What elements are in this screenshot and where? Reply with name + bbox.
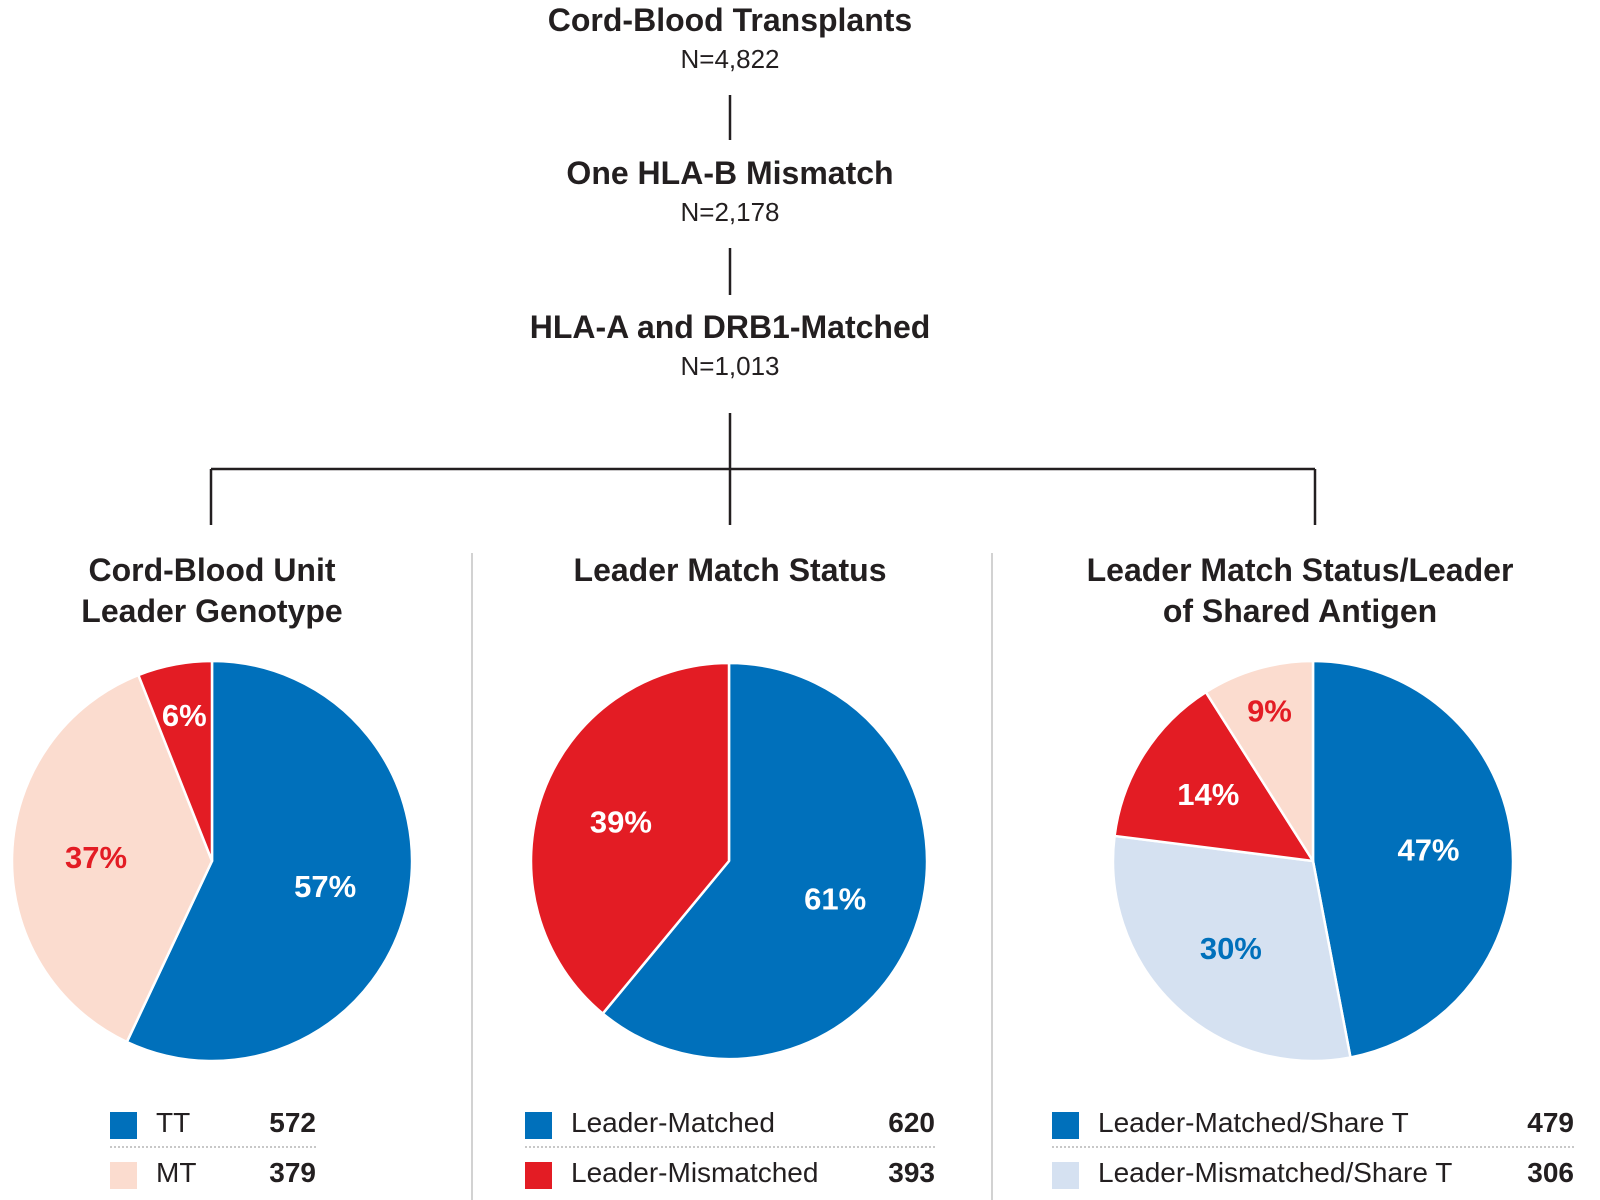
pie-slice [10, 673, 214, 1044]
legend-label: Leader-Mismatched [571, 1157, 819, 1188]
legend-label: TT [156, 1107, 191, 1138]
legend-swatch [1052, 1162, 1079, 1189]
legend-count: 306 [1527, 1157, 1574, 1188]
pie-slice [137, 659, 214, 863]
flow-title-hla-a-drb1-matched: HLA-A and DRB1-Matched [529, 309, 931, 345]
pie-charts: 57% 37% 6% 61% 39% 47% 30% 14% 9% [10, 659, 1515, 1063]
legend-swatch [110, 1162, 137, 1189]
legend-row: Leader-Matched 620 [525, 1102, 935, 1148]
pie-slice [529, 661, 731, 1015]
pie-slice-label: 6% [162, 698, 207, 733]
pie-slice-label: 37% [65, 840, 127, 875]
legend-count: 479 [1527, 1107, 1574, 1138]
pie-slice-label: 30% [1200, 931, 1262, 966]
flow-n-hla-a-drb1-matched: N=1,013 [680, 351, 780, 381]
legend-swatch [525, 1162, 552, 1189]
legend-swatch [110, 1112, 137, 1139]
legend-count: 379 [269, 1157, 316, 1188]
legend-row: Leader-Matched/Share T 479 [1052, 1102, 1574, 1148]
panel-title-line: Leader Match Status [573, 552, 887, 588]
legend-swatch [1052, 1112, 1079, 1139]
pie-slice [1113, 690, 1315, 863]
legend-count: 572 [269, 1107, 316, 1138]
legend-count: 393 [888, 1157, 935, 1188]
legend-row: MT 379 [110, 1152, 316, 1196]
pie-slice-label: 57% [294, 869, 356, 904]
legend-label: Leader-Matched [571, 1107, 775, 1138]
pie-slice-label: 61% [804, 882, 866, 917]
flow-connectors [209, 95, 1317, 525]
panel-title-line: Cord-Blood Unit [88, 552, 336, 588]
panel-title-line: Leader Match Status/Leader [1086, 552, 1514, 588]
pie-slice [1311, 659, 1515, 1059]
pie-slice-label: 47% [1397, 833, 1459, 868]
pie-slice-label: 39% [590, 805, 652, 840]
pie-slice [1111, 834, 1352, 1063]
legend-label: MT [156, 1157, 197, 1188]
legend-row: Leader-Mismatched/Share T 306 [1052, 1152, 1574, 1196]
flow-n-one-hla-b-mismatch: N=2,178 [680, 197, 780, 227]
pie-slice-label: 9% [1247, 694, 1292, 729]
flow-n-cord-blood-transplants: N=4,822 [680, 44, 780, 74]
legend-label: Leader-Mismatched/Share T [1098, 1157, 1453, 1188]
legend-count: 620 [888, 1107, 935, 1138]
flow-title-cord-blood-transplants: Cord-Blood Transplants [547, 2, 913, 38]
legend-label: Leader-Matched/Share T [1098, 1107, 1409, 1138]
legend-swatch [525, 1112, 552, 1139]
pie-slice-label: 14% [1177, 777, 1239, 812]
panel-title-shared-antigen: Leader Match Status/Leader of Shared Ant… [1000, 550, 1600, 632]
legend-row: TT 572 [110, 1102, 316, 1148]
panel-title-leader-match-status: Leader Match Status [480, 550, 980, 591]
pie-slice [125, 659, 414, 1063]
pie-slice [601, 661, 929, 1061]
flow-title-one-hla-b-mismatch: One HLA-B Mismatch [566, 155, 894, 191]
panel-title-leader-genotype: Cord-Blood Unit Leader Genotype [0, 550, 424, 632]
pie-slice [1204, 659, 1315, 863]
legend-row: Leader-Mismatched 393 [525, 1152, 935, 1196]
panel-title-line: Leader Genotype [81, 593, 343, 629]
panel-title-line: of Shared Antigen [1162, 593, 1438, 629]
